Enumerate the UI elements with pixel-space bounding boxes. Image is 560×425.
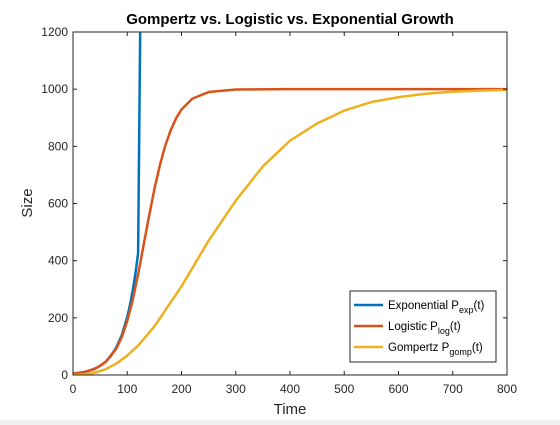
y-axis: 0 200 400 600 800 1000 1200 [41, 25, 507, 382]
legend[interactable]: Exponential Pexp(t) Logistic Plog(t) Gompe… [349, 290, 497, 363]
x-tick-label: 200 [171, 382, 191, 396]
x-tick-label: 100 [117, 382, 137, 396]
series-line-log [73, 87, 507, 375]
legend-label-gomp: Gompertz Pgomp(t) [388, 342, 483, 357]
y-tick-label: 200 [48, 311, 68, 325]
x-tick-label: 500 [334, 382, 354, 396]
series-lines [73, 32, 507, 375]
x-axis: 0 100 200 300 400 500 600 700 800 [70, 32, 517, 396]
legend-label-exp: Exponential Pexp(t) [388, 300, 485, 315]
x-tick-label: 800 [497, 382, 517, 396]
y-tick-label: 1200 [41, 25, 68, 39]
chart-title: Gompertz vs. Logistic vs. Exponential Gr… [126, 11, 454, 28]
y-tick-label: 800 [48, 139, 68, 153]
y-axis-label: Size [19, 188, 36, 217]
x-tick-label: 700 [443, 382, 463, 396]
y-tick-label: 400 [48, 254, 68, 268]
y-tick-label: 0 [61, 368, 68, 382]
x-tick-label: 0 [70, 382, 77, 396]
x-tick-label: 400 [280, 382, 300, 396]
y-tick-label: 600 [48, 197, 68, 211]
x-tick-label: 300 [226, 382, 246, 396]
legend-label-log: Logistic Plog(t) [388, 321, 461, 336]
series-line-gomp [73, 88, 507, 375]
x-axis-label: Time [274, 401, 307, 418]
y-tick-label: 1000 [41, 82, 68, 96]
x-tick-label: 600 [388, 382, 408, 396]
